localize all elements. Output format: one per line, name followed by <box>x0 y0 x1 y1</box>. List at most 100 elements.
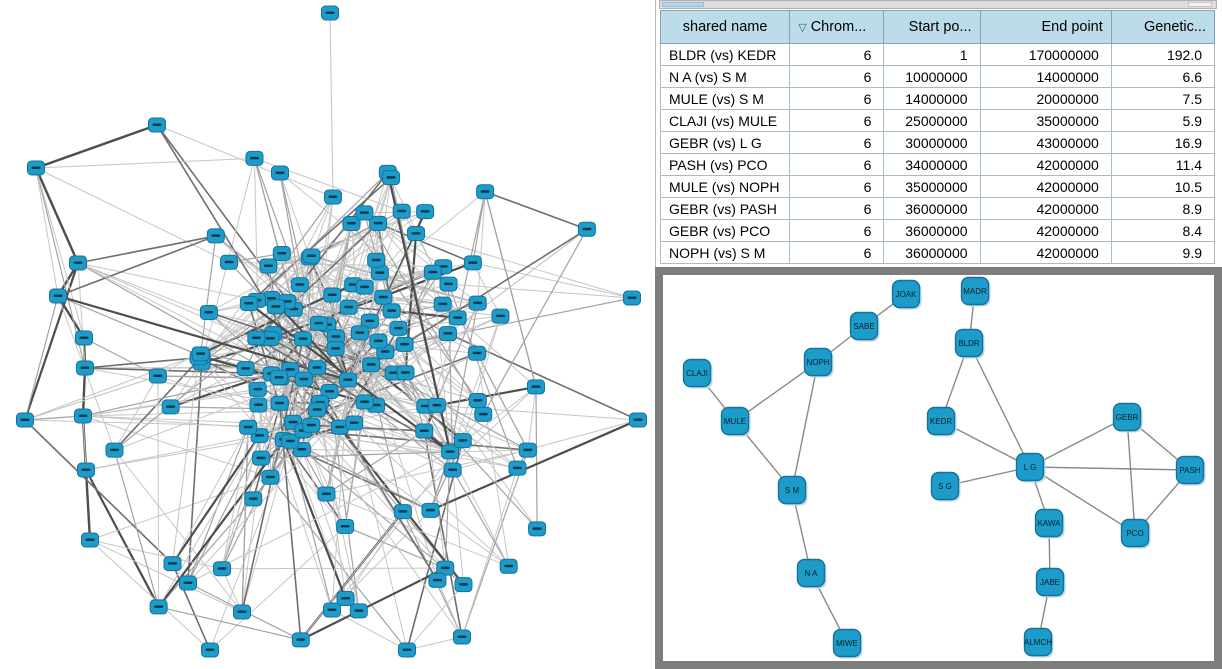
network-node[interactable] <box>206 228 225 244</box>
table-row[interactable]: GEBR (vs) L G 6 30000000 43000000 16.9 <box>659 131 1216 154</box>
network-node[interactable] <box>149 599 168 615</box>
network-node[interactable] <box>320 383 339 399</box>
network-node[interactable] <box>309 315 328 331</box>
network-node[interactable] <box>239 419 258 435</box>
network-node[interactable]: PASH <box>1175 455 1206 486</box>
network-node[interactable] <box>382 303 401 319</box>
network-node[interactable] <box>233 604 251 620</box>
network-node[interactable] <box>360 313 379 329</box>
table-row[interactable]: BLDR (vs) KEDR 6 1 170000000 192.0 <box>659 43 1216 66</box>
network-node[interactable] <box>291 632 310 648</box>
network-node[interactable] <box>508 460 527 476</box>
network-node[interactable] <box>476 184 495 200</box>
network-node[interactable] <box>474 406 493 422</box>
scrollbar-thumb[interactable] <box>662 2 704 7</box>
network-node[interactable] <box>244 491 263 507</box>
network-node[interactable] <box>428 572 447 588</box>
network-node[interactable] <box>336 518 355 534</box>
network-node[interactable] <box>454 577 473 593</box>
network-node[interactable]: MULE <box>720 406 751 437</box>
network-node[interactable] <box>293 331 312 347</box>
network-node[interactable] <box>261 469 280 485</box>
network-node[interactable] <box>448 310 467 326</box>
network-node[interactable]: NOPH <box>803 347 834 378</box>
network-node[interactable] <box>463 255 482 271</box>
network-node[interactable] <box>326 329 345 345</box>
network-node[interactable]: SABE <box>849 311 880 342</box>
network-node[interactable] <box>213 561 232 577</box>
network-node[interactable] <box>16 412 34 428</box>
network-node[interactable] <box>199 304 218 320</box>
network-node[interactable] <box>220 254 239 270</box>
network-node[interactable] <box>201 642 219 658</box>
network-node[interactable] <box>161 399 180 415</box>
network-node[interactable] <box>270 395 289 411</box>
network-node[interactable] <box>423 264 442 280</box>
network-node[interactable] <box>339 299 358 315</box>
network-node[interactable] <box>252 450 271 466</box>
network-node[interactable]: MIWE <box>832 628 863 659</box>
network-node[interactable] <box>323 602 341 618</box>
network-node[interactable] <box>436 560 455 576</box>
network-node[interactable] <box>468 345 487 361</box>
network-node[interactable] <box>421 502 440 518</box>
network-node[interactable]: KEDR <box>926 406 957 437</box>
network-node[interactable] <box>396 365 415 381</box>
network-node[interactable]: BLDR <box>954 328 985 359</box>
network-node[interactable] <box>302 248 321 264</box>
network-node[interactable] <box>308 360 327 376</box>
network-node[interactable] <box>259 258 278 274</box>
network-node[interactable]: GEBR <box>1112 402 1143 433</box>
table-row[interactable]: MULE (vs) NOPH 6 35000000 42000000 10.5 <box>659 175 1216 198</box>
network-node[interactable] <box>355 205 374 221</box>
network-node[interactable] <box>323 287 342 303</box>
network-node[interactable] <box>528 521 547 537</box>
table-row[interactable]: MULE (vs) S M 6 14000000 20000000 7.5 <box>659 87 1216 110</box>
network-node[interactable]: JABE <box>1035 567 1066 598</box>
network-node[interactable] <box>290 277 309 293</box>
network-node[interactable] <box>349 603 368 619</box>
network-node[interactable] <box>393 504 412 520</box>
network-node[interactable] <box>342 215 361 231</box>
network-node[interactable] <box>453 629 471 645</box>
network-node[interactable] <box>302 417 321 433</box>
network-node[interactable] <box>248 381 267 397</box>
network-node[interactable] <box>355 279 374 295</box>
network-node[interactable] <box>266 299 285 315</box>
network-node[interactable] <box>281 433 300 449</box>
table-row[interactable]: GEBR (vs) PASH 6 36000000 42000000 8.9 <box>659 197 1216 220</box>
network-node[interactable]: KAWA <box>1034 508 1065 539</box>
network-node[interactable] <box>433 296 452 312</box>
network-node[interactable] <box>499 558 518 574</box>
network-node[interactable] <box>438 326 457 342</box>
network-node[interactable] <box>336 590 355 606</box>
network-node[interactable]: ALMCH <box>1023 627 1054 658</box>
network-node[interactable] <box>317 486 336 502</box>
network-node[interactable] <box>105 442 124 458</box>
network-node[interactable] <box>623 290 641 306</box>
network-node[interactable]: S M <box>777 475 808 506</box>
column-header-startpo[interactable]: Start po... <box>883 10 981 44</box>
network-node[interactable] <box>75 330 93 346</box>
network-node[interactable] <box>389 320 408 336</box>
table-h-scrollbar[interactable] <box>659 0 1217 9</box>
network-node[interactable] <box>308 402 327 418</box>
network-node[interactable] <box>518 442 537 458</box>
network-node[interactable] <box>249 397 268 413</box>
network-node[interactable] <box>77 462 95 478</box>
network-node[interactable] <box>321 5 339 21</box>
network-node[interactable] <box>271 165 289 181</box>
table-row[interactable]: GEBR (vs) PCO 6 36000000 42000000 8.4 <box>659 219 1216 242</box>
table-row[interactable]: PASH (vs) PCO 6 34000000 42000000 11.4 <box>659 153 1216 176</box>
network-node[interactable] <box>191 346 210 362</box>
network-node[interactable] <box>370 265 389 281</box>
network-node[interactable] <box>27 160 45 176</box>
network-node[interactable] <box>468 393 487 409</box>
table-row[interactable]: NOPH (vs) S M 6 36000000 42000000 9.9 <box>659 241 1216 264</box>
network-node[interactable] <box>236 361 255 377</box>
network-node[interactable] <box>338 372 357 388</box>
network-node[interactable] <box>526 379 545 395</box>
network-node[interactable] <box>272 246 291 262</box>
network-node[interactable] <box>367 252 386 268</box>
network-node[interactable] <box>74 408 92 424</box>
